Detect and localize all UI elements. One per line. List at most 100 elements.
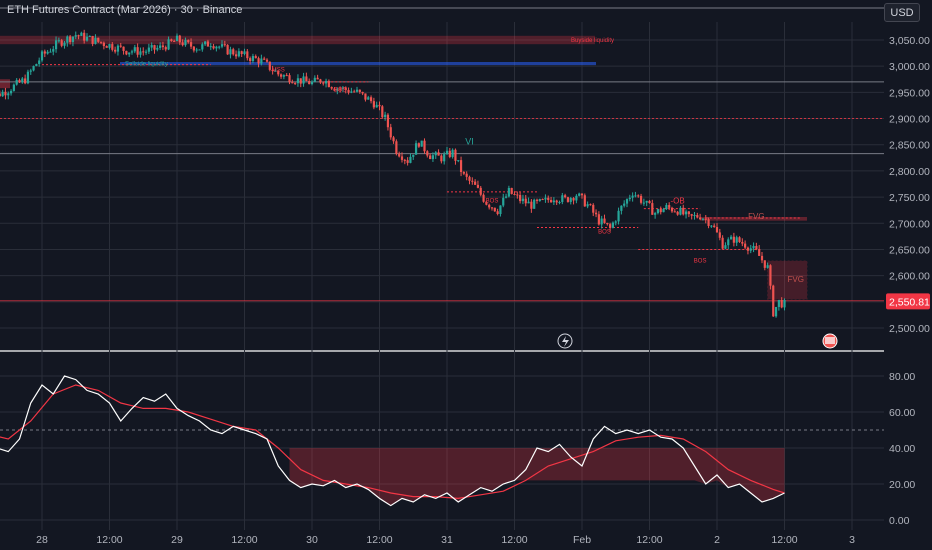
candle-body bbox=[285, 75, 288, 77]
candle-body bbox=[465, 173, 468, 177]
annotation-bos: BOS bbox=[486, 198, 499, 204]
candle-body bbox=[409, 156, 412, 163]
candle-body bbox=[223, 44, 226, 46]
candle-body bbox=[744, 243, 747, 248]
candle-body bbox=[654, 213, 657, 215]
candle-body bbox=[260, 58, 263, 64]
candle-body bbox=[170, 39, 173, 41]
symbol-title[interactable]: ETH Futures Contract (Mar 2026) · 30 · B… bbox=[7, 4, 243, 16]
candle-body bbox=[142, 51, 145, 53]
candle-body bbox=[488, 204, 491, 208]
candle-body bbox=[52, 49, 55, 52]
buyside-zone bbox=[0, 35, 595, 45]
candle-body bbox=[122, 46, 125, 51]
candle-body bbox=[493, 207, 496, 212]
currency-button[interactable]: USD bbox=[884, 3, 920, 22]
candle-body bbox=[707, 219, 710, 226]
candle-body bbox=[451, 149, 454, 157]
time-tick-label: 3 bbox=[849, 534, 855, 546]
candle-body bbox=[749, 248, 752, 251]
candle-body bbox=[535, 199, 539, 201]
candle-body bbox=[378, 104, 381, 107]
candle-body bbox=[639, 195, 643, 203]
osc-tick-label: 20.00 bbox=[889, 479, 915, 491]
candle-body bbox=[240, 51, 243, 55]
price-tick-label: 3,050.00 bbox=[889, 35, 930, 47]
candle-body bbox=[642, 202, 645, 204]
candle-body bbox=[133, 47, 136, 52]
candle-body bbox=[412, 154, 415, 157]
candle-body bbox=[690, 214, 693, 216]
candle-body bbox=[651, 203, 654, 215]
candle-body bbox=[490, 207, 494, 209]
candle-body bbox=[423, 140, 426, 152]
candle-body bbox=[355, 89, 359, 92]
candle-body bbox=[243, 51, 246, 55]
candle-body bbox=[201, 44, 204, 50]
candle-body bbox=[634, 195, 637, 197]
candle-body bbox=[282, 75, 285, 77]
time-tick-label: 12:00 bbox=[636, 534, 662, 546]
candle-body bbox=[333, 88, 336, 91]
candle-body bbox=[420, 140, 423, 147]
candle-body bbox=[308, 81, 311, 85]
candle-body bbox=[136, 47, 139, 55]
candles bbox=[0, 29, 786, 318]
candle-body bbox=[521, 198, 525, 202]
annotation-bos: BOS bbox=[694, 259, 707, 265]
candle-body bbox=[704, 218, 707, 220]
candle-body bbox=[249, 58, 252, 61]
candle-body bbox=[364, 93, 367, 100]
candle-body bbox=[392, 137, 395, 142]
candle-body bbox=[659, 209, 662, 213]
candle-body bbox=[181, 42, 184, 46]
candle-body bbox=[673, 211, 676, 213]
candle-body bbox=[772, 285, 775, 317]
time-tick-label: 12:00 bbox=[231, 534, 257, 546]
price-tick-label: 2,500.00 bbox=[889, 323, 930, 335]
candle-body bbox=[594, 212, 598, 215]
candle-body bbox=[178, 35, 181, 43]
candle-body bbox=[701, 218, 705, 220]
candle-body bbox=[336, 88, 339, 91]
last-price-tag bbox=[886, 293, 930, 310]
candle-body bbox=[502, 197, 505, 206]
candle-body bbox=[637, 195, 640, 197]
candle-body bbox=[549, 199, 553, 203]
candle-body bbox=[403, 159, 406, 161]
candle-body bbox=[395, 141, 398, 154]
candle-body bbox=[299, 78, 302, 84]
candle-body bbox=[443, 154, 446, 162]
candle-body bbox=[479, 187, 482, 195]
candle-body bbox=[628, 197, 631, 200]
candle-body bbox=[125, 50, 128, 55]
candle-body bbox=[732, 236, 735, 243]
osc-signal-line bbox=[0, 384, 785, 500]
candle-body bbox=[561, 195, 564, 202]
candle-body bbox=[350, 91, 353, 93]
candle-body bbox=[389, 127, 392, 138]
candle-body bbox=[257, 58, 260, 64]
candle-body bbox=[265, 59, 269, 62]
candle-body bbox=[580, 193, 584, 196]
candle-body bbox=[575, 195, 578, 201]
candle-body bbox=[288, 75, 291, 83]
osc-tick-label: 80.00 bbox=[889, 371, 915, 383]
candle-body bbox=[696, 215, 699, 218]
candle-body bbox=[167, 39, 170, 50]
candle-body bbox=[119, 45, 122, 47]
candle-body bbox=[353, 91, 356, 93]
candle-body bbox=[60, 40, 63, 46]
candle-body bbox=[485, 201, 488, 205]
osc-tick-label: 0.00 bbox=[889, 515, 910, 527]
candle-body bbox=[358, 89, 361, 92]
candle-body bbox=[114, 49, 117, 52]
candle-body bbox=[277, 70, 280, 75]
candle-body bbox=[504, 196, 508, 198]
candle-body bbox=[552, 200, 555, 203]
candle-body bbox=[372, 101, 375, 108]
candle-body bbox=[623, 203, 626, 206]
osc-main-line bbox=[0, 375, 785, 507]
candle-body bbox=[620, 205, 623, 211]
